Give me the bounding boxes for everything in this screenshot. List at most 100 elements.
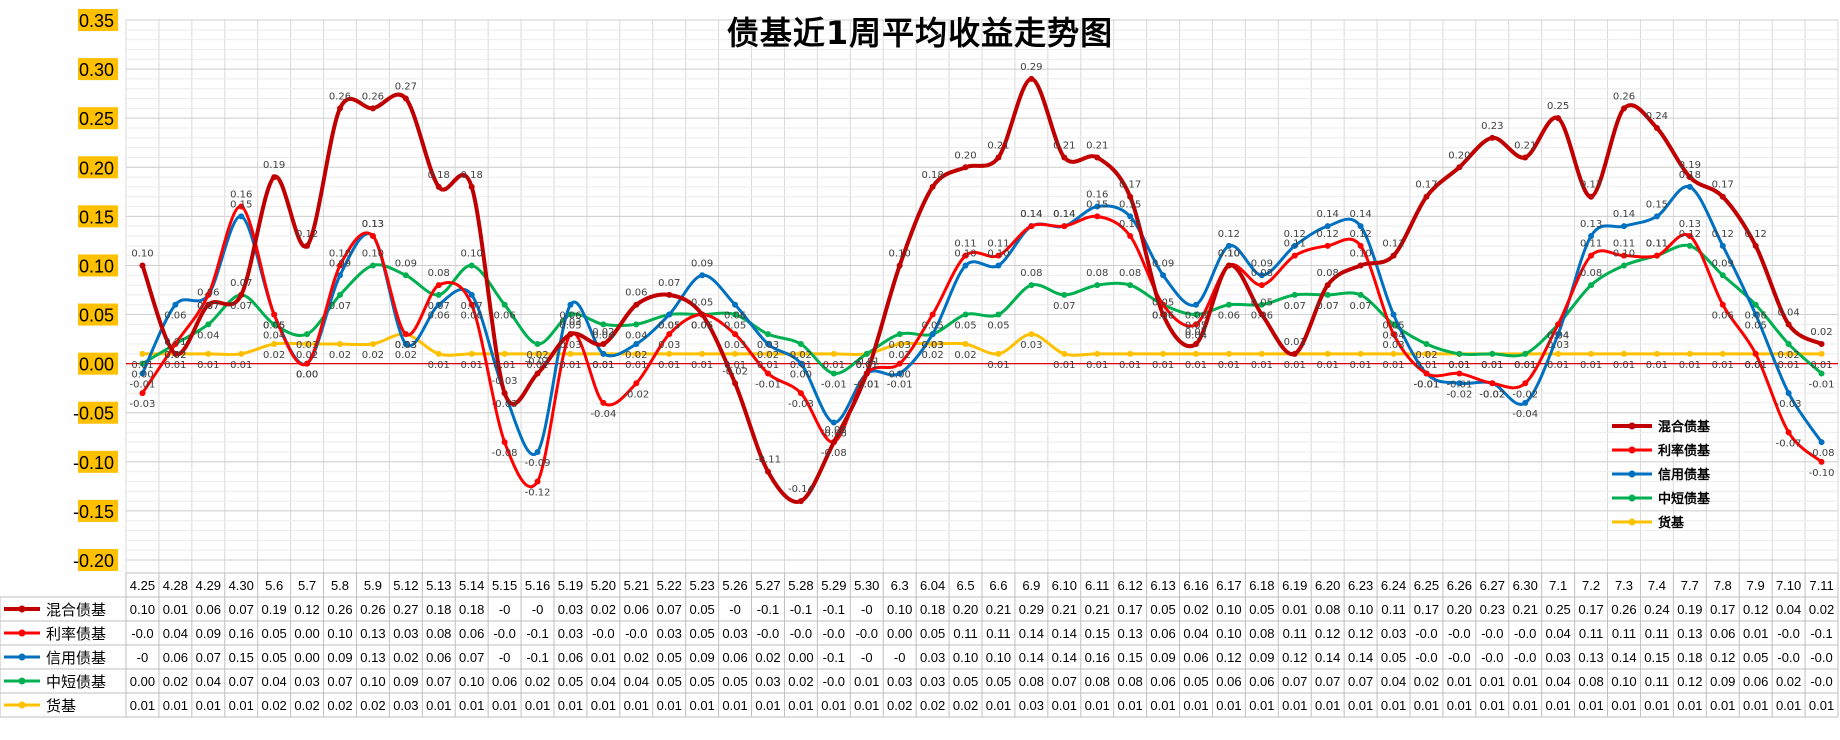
table-cell: 0.01 (854, 698, 879, 713)
x-tick-label: 6.13 (1150, 578, 1175, 593)
data-label: 0.03 (1547, 340, 1569, 351)
data-label: 0.01 (757, 360, 779, 371)
table-legend-marker (18, 677, 26, 685)
data-label: 0.01 (658, 360, 680, 371)
table-cell: 0.14 (1052, 626, 1077, 641)
data-point (304, 341, 311, 347)
data-point (1686, 183, 1693, 190)
x-tick-label: 6.9 (1022, 578, 1040, 593)
x-tick-label: 6.17 (1216, 578, 1241, 593)
data-label: -0.04 (590, 409, 616, 420)
data-point (205, 350, 212, 357)
data-label: 0.10 (987, 248, 1009, 259)
data-label: 0.25 (1547, 101, 1569, 112)
data-point (468, 301, 475, 308)
data-label: -0.02 (722, 366, 748, 377)
data-label: 0.01 (1119, 360, 1141, 371)
table-cell: 0.02 (1183, 602, 1208, 617)
table-cell: 0.18 (426, 602, 451, 617)
data-label: 0.02 (395, 350, 417, 361)
table-cell: 0.01 (163, 698, 188, 713)
data-label: 0.06 (724, 311, 746, 322)
data-point (1127, 193, 1134, 200)
data-label: 0.01 (1317, 360, 1339, 371)
data-label: -0.01 (887, 379, 913, 390)
data-point (567, 331, 574, 338)
table-cell: 0.01 (1480, 674, 1505, 689)
table-cell: 0.17 (1710, 602, 1735, 617)
table-cell: 0.02 (755, 650, 780, 665)
table-cell: 0.05 (986, 674, 1011, 689)
data-point (205, 301, 212, 308)
table-cell: -0.1 (790, 602, 812, 617)
y-tick-label-background (78, 58, 118, 81)
table-cell: -0 (861, 602, 873, 617)
table-cell: -0 (861, 650, 873, 665)
data-label: 0.01 (1745, 360, 1767, 371)
data-point (468, 262, 475, 269)
table-cell: 0.01 (1743, 698, 1768, 713)
data-label: 0.01 (164, 360, 186, 371)
x-tick-label: 7.9 (1747, 578, 1765, 593)
legend-marker (1628, 518, 1636, 526)
x-tick-label: 5.12 (393, 578, 418, 593)
table-cell: 0.05 (722, 674, 747, 689)
table-cell: 0.02 (591, 602, 616, 617)
data-point (962, 164, 969, 171)
data-label: 0.06 (1185, 311, 1207, 322)
x-tick-label: 6.3 (891, 578, 909, 593)
data-point (435, 301, 442, 308)
data-point (633, 341, 640, 347)
table-cell: 0.01 (1249, 698, 1274, 713)
data-point (830, 370, 837, 377)
data-label: 0.05 (954, 321, 976, 332)
data-point (732, 380, 739, 387)
data-label: 0.10 (889, 248, 911, 259)
data-point (1522, 380, 1529, 387)
table-cell: 0.17 (1414, 602, 1439, 617)
table-cell: 0.01 (1052, 698, 1077, 713)
y-tick-label-background (78, 205, 118, 228)
table-cell: 0.04 (591, 674, 616, 689)
data-label: 0.02 (1810, 327, 1832, 338)
data-label: 0.02 (592, 327, 614, 338)
data-point (1324, 223, 1331, 230)
table-cell: 0.01 (1513, 674, 1538, 689)
x-tick-label: 7.10 (1776, 578, 1801, 593)
data-label: 0.08 (1086, 268, 1108, 279)
series-line (141, 243, 1823, 375)
data-point (863, 350, 870, 357)
data-label: 0.01 (1679, 360, 1701, 371)
x-tick-label: 6.5 (956, 578, 974, 593)
table-cell: 0.04 (163, 626, 188, 641)
table-cell: -0.0 (823, 674, 845, 689)
data-label: 0.09 (329, 258, 351, 269)
data-point (863, 370, 870, 377)
data-point (962, 262, 969, 269)
data-label: -0.08 (1809, 448, 1835, 459)
data-label: 0.02 (329, 350, 351, 361)
data-label: 0.04 (263, 330, 285, 341)
data-point (1588, 252, 1595, 259)
data-point (1357, 242, 1364, 249)
data-label: 0.04 (197, 330, 219, 341)
table-cell: -0.1 (526, 650, 548, 665)
table-cell: 0.06 (426, 650, 451, 665)
table-cell: 0.01 (1480, 698, 1505, 713)
data-point (238, 291, 245, 298)
data-point (1193, 350, 1199, 357)
table-cell: 0.11 (1579, 626, 1603, 641)
y-tick-label: -0.20 (73, 551, 114, 571)
data-point (1686, 174, 1693, 181)
x-tick-label: 5.15 (492, 578, 517, 593)
data-point (1588, 193, 1595, 200)
data-point (1291, 252, 1298, 259)
table-cell: 0.04 (624, 674, 649, 689)
data-label: 0.03 (658, 340, 680, 351)
data-label: 0.01 (197, 360, 219, 371)
data-point (567, 301, 574, 308)
table-cell: -0.1 (823, 650, 845, 665)
table-cell: 0.02 (163, 674, 188, 689)
x-tick-label: 5.21 (624, 578, 649, 593)
legend-marker (1628, 422, 1636, 430)
